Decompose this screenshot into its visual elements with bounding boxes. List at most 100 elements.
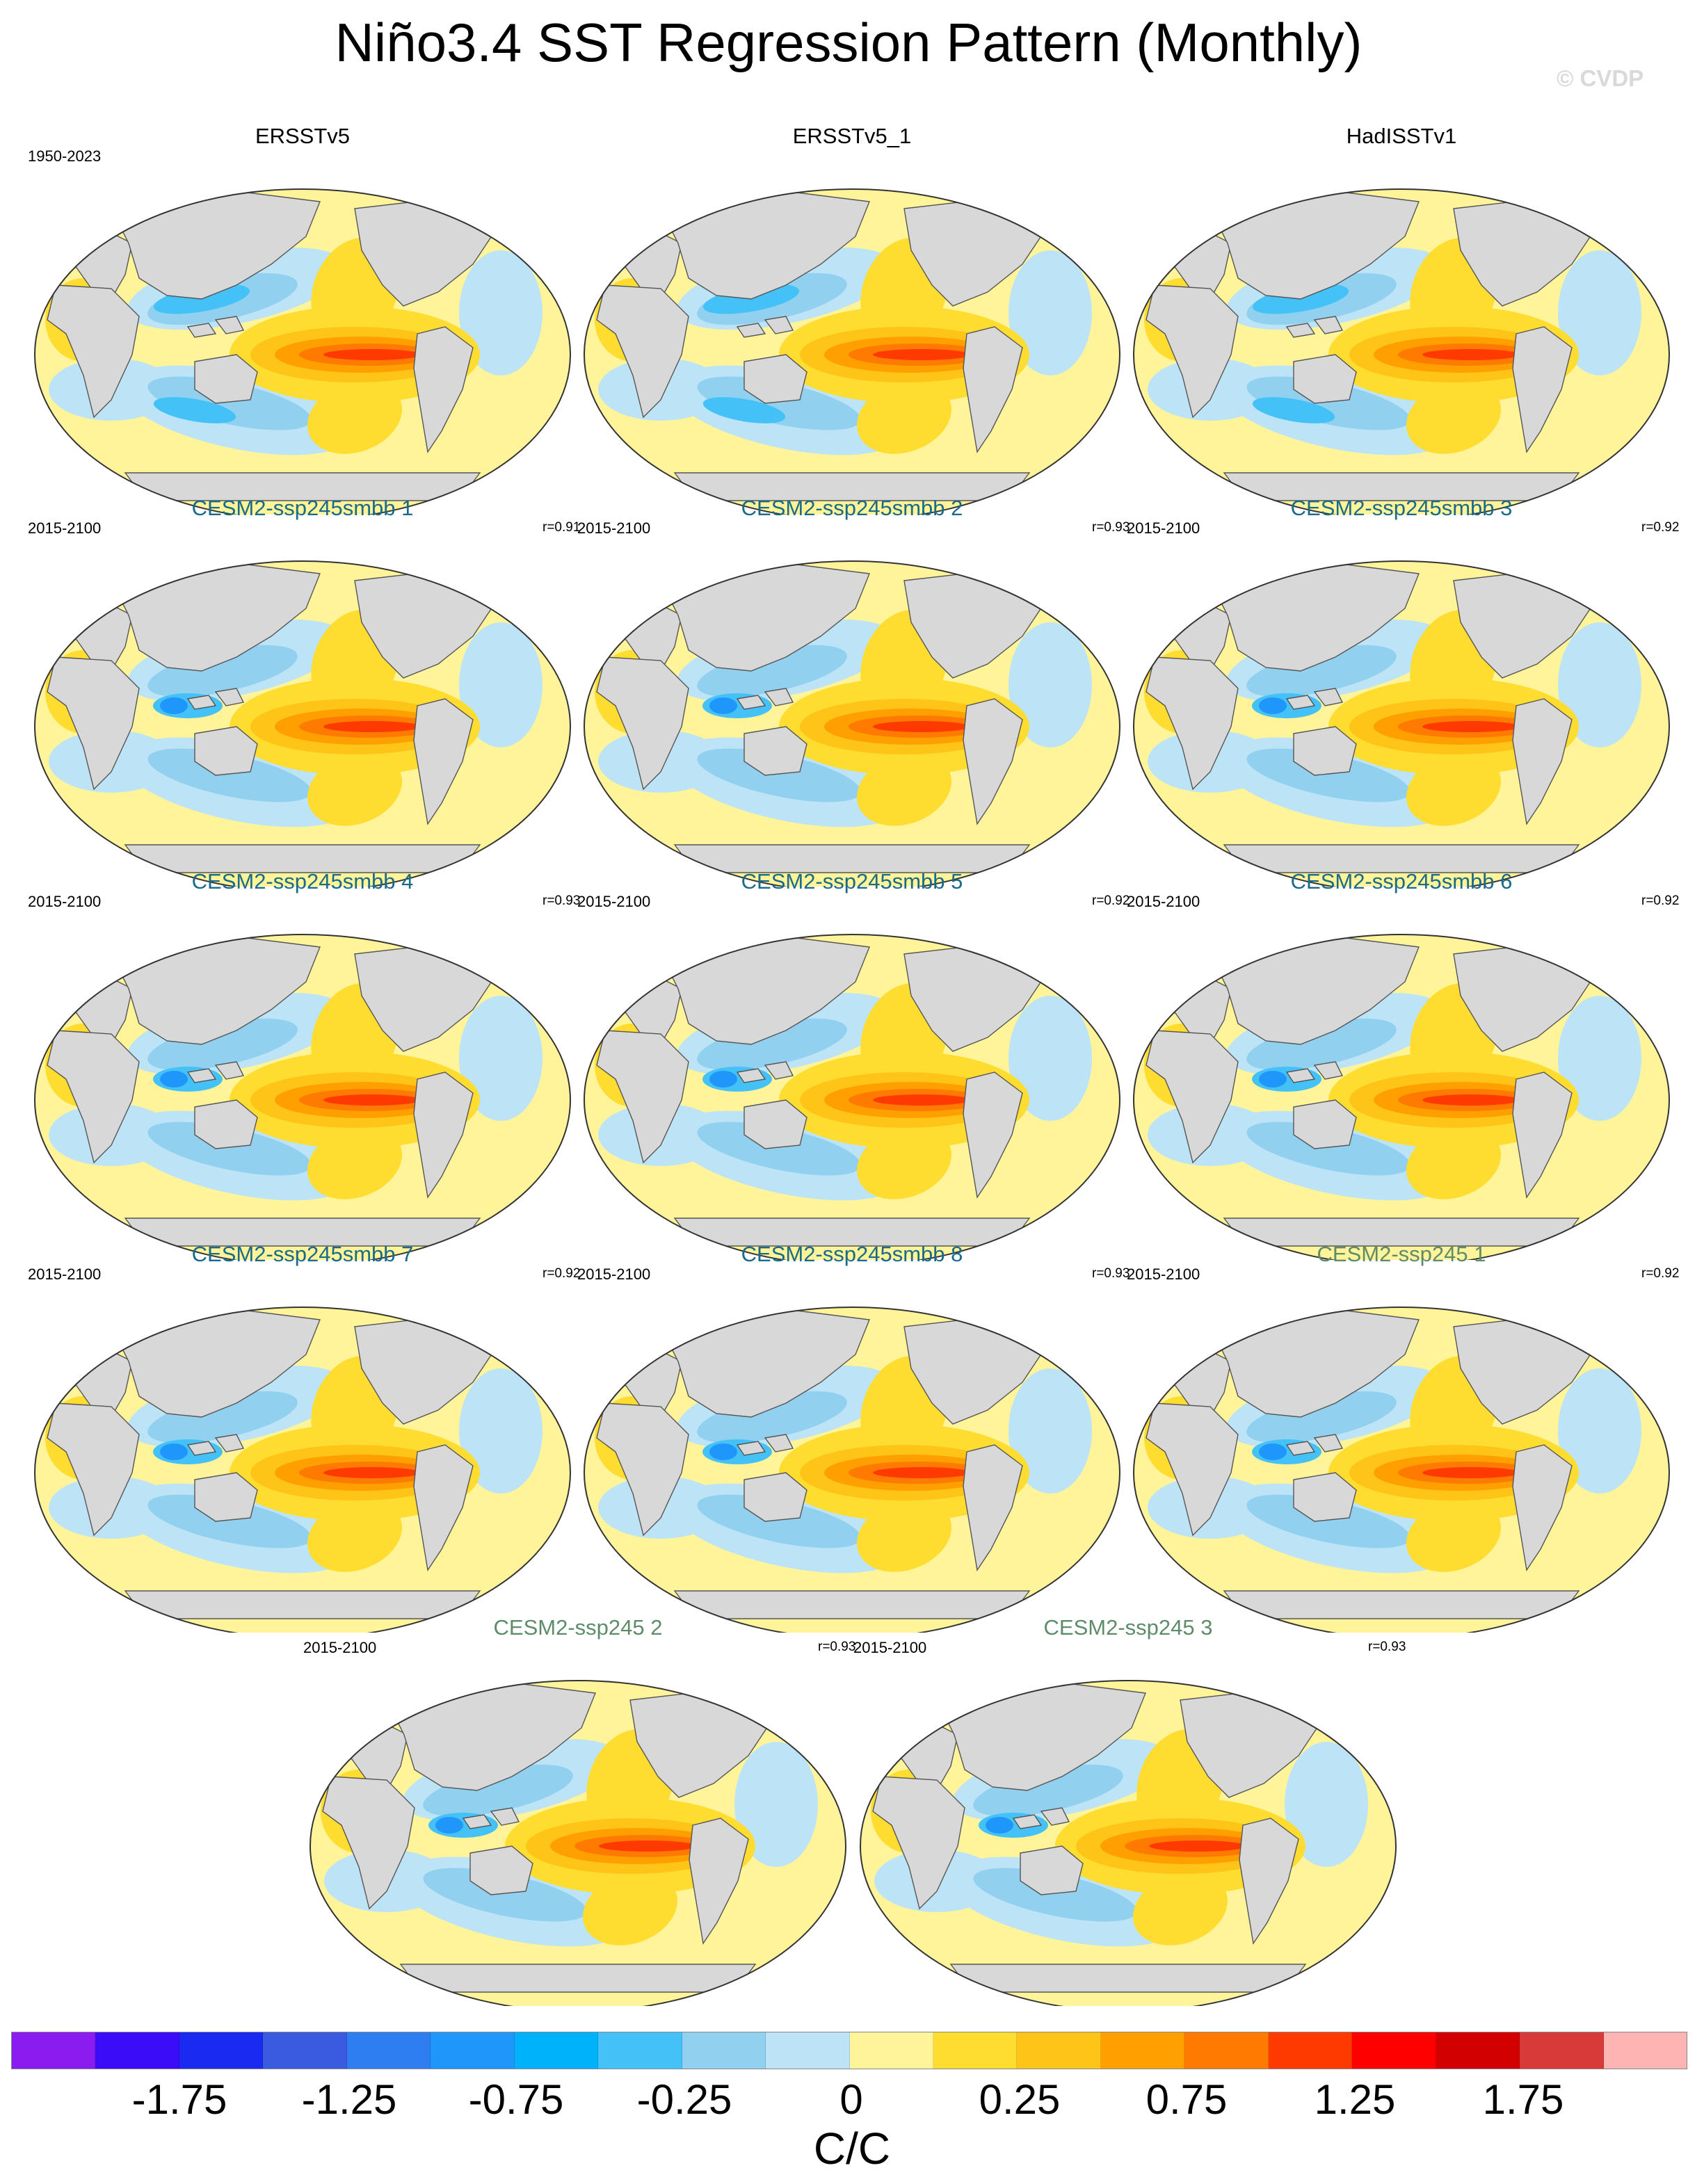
- panel-pattern-correlation: r=0.93: [1368, 1640, 1406, 1654]
- land-islands: [186, 323, 217, 338]
- map-panel: CESM2-ssp245smbb 2 2015-2100 r=0.93: [577, 497, 1130, 887]
- colorbar-swatch: [766, 2032, 850, 2069]
- map-panel: CESM2-ssp245 2 2015-2100 r=0.93: [303, 1617, 855, 2006]
- sst-negative-south-core: [697, 1122, 861, 1176]
- sst-negative-atlantic: [1558, 996, 1641, 1121]
- land-africa: [1146, 1030, 1239, 1164]
- land-islands: [1313, 1061, 1344, 1080]
- land-asia: [110, 191, 321, 300]
- panel-period: 2015-2100: [303, 1639, 377, 1656]
- sst-positive-max: [323, 349, 421, 360]
- land-australia: [194, 1472, 258, 1522]
- map-panel: HadISSTv1: [1127, 125, 1676, 515]
- sst-negative-atlantic: [734, 1742, 818, 1867]
- map-plot: [1133, 934, 1670, 1260]
- map-plot: [584, 560, 1120, 887]
- sst-negative-north-core: [1246, 645, 1397, 697]
- sst-positive-max: [323, 721, 421, 732]
- map-content: [310, 1681, 846, 2006]
- land-africa: [1146, 1402, 1239, 1537]
- map-plot: [34, 1307, 571, 1633]
- land-islands: [214, 316, 245, 334]
- map-plot: [860, 1680, 1397, 2006]
- land-south-america: [963, 1444, 1023, 1571]
- land-australia: [194, 1099, 258, 1149]
- map-content: [1134, 189, 1669, 515]
- land-antarctica: [1223, 844, 1580, 873]
- sst-negative-south-core: [1246, 748, 1410, 802]
- panel-period: 2015-2100: [1127, 519, 1200, 537]
- land-islands: [764, 688, 794, 706]
- sst-negative-atlantic: [1285, 1742, 1368, 1867]
- map-content: [1134, 935, 1669, 1260]
- land-asia: [1209, 563, 1420, 672]
- land-africa: [1146, 284, 1239, 419]
- land-africa: [322, 1776, 415, 1910]
- map-panel: CESM2-ssp245smbb 1 2015-2100 r=0.91: [28, 497, 580, 887]
- panel-pattern-correlation: r=0.92: [1641, 520, 1680, 535]
- colorbar-tick-label: 0.25: [979, 2076, 1061, 2123]
- sst-negative-max: [160, 1071, 188, 1087]
- panel-pattern-correlation: r=0.92: [1641, 893, 1680, 908]
- colorbar-swatch: [431, 2032, 515, 2069]
- sst-negative-atlantic: [459, 996, 542, 1121]
- sst-positive-max: [323, 1467, 421, 1478]
- land-islands: [1012, 1814, 1043, 1829]
- land-islands: [736, 1441, 766, 1456]
- colorbar-swatch: [1603, 2032, 1687, 2069]
- sst-negative-south-core: [147, 1122, 312, 1176]
- colorbar-swatch: [514, 2032, 599, 2069]
- colorbar-swatch: [1184, 2032, 1269, 2069]
- sst-negative-south-core: [147, 1494, 312, 1548]
- map-content: [35, 935, 570, 1260]
- map-content: [1134, 1307, 1669, 1633]
- colorbar-swatch: [1520, 2032, 1604, 2069]
- panel-title: CESM2-ssp245 1: [1317, 1242, 1486, 1266]
- map-panel: CESM2-ssp245smbb 8 2015-2100 r=0.93: [577, 1243, 1130, 1633]
- land-africa: [596, 656, 689, 791]
- sst-positive-max: [1422, 1094, 1520, 1106]
- land-islands: [462, 1814, 492, 1829]
- watermark: © CVDP: [1557, 65, 1644, 91]
- land-africa: [47, 656, 140, 791]
- map-content: [584, 1307, 1120, 1633]
- land-antarctica: [673, 844, 1031, 873]
- map-plot: [34, 934, 571, 1260]
- land-asia: [110, 936, 321, 1045]
- land-islands: [736, 323, 766, 338]
- sst-negative-max: [1259, 1443, 1287, 1460]
- map-border: [860, 1680, 1397, 2006]
- land-asia: [1209, 1309, 1420, 1418]
- land-south-america: [963, 326, 1023, 453]
- map-panel: CESM2-ssp245smbb 6 2015-2100 r=0.92: [1127, 871, 1680, 1260]
- sst-negative-max: [702, 397, 786, 423]
- sst-negative-atlantic: [459, 622, 542, 747]
- panel-period: 2015-2100: [853, 1639, 927, 1656]
- sst-negative-north-core: [697, 1018, 847, 1071]
- sst-negative-atlantic: [459, 250, 542, 375]
- land-islands: [1285, 323, 1316, 338]
- sst-negative-max: [709, 697, 737, 714]
- colorbar-swatch: [682, 2032, 766, 2069]
- panel-pattern-correlation: r=0.93: [1092, 520, 1130, 535]
- colorbar-tick-label: 0: [839, 2076, 863, 2123]
- land-antarctica: [124, 1590, 481, 1619]
- map-border: [584, 1307, 1120, 1633]
- colorbar-tick-label: 0.75: [1146, 2076, 1228, 2123]
- sst-negative-north-core: [147, 1018, 298, 1071]
- sst-negative-south-core: [973, 1868, 1137, 1922]
- colorbar-tick-label: -1.75: [131, 2076, 227, 2123]
- map-content: [35, 1307, 570, 1633]
- colorbar-swatch: [12, 2032, 96, 2069]
- panel-title: HadISSTv1: [1346, 124, 1457, 148]
- sst-negative-atlantic: [459, 1368, 542, 1494]
- colorbar-swatch: [849, 2032, 933, 2069]
- sst-negative-max: [709, 1071, 737, 1087]
- land-australia: [744, 1472, 807, 1522]
- land-asia: [935, 1682, 1146, 1791]
- map-content: [35, 561, 570, 887]
- land-greenland: [472, 191, 515, 220]
- sst-negative-max: [709, 1443, 737, 1460]
- land-australia: [1293, 726, 1357, 776]
- land-greenland: [472, 563, 515, 592]
